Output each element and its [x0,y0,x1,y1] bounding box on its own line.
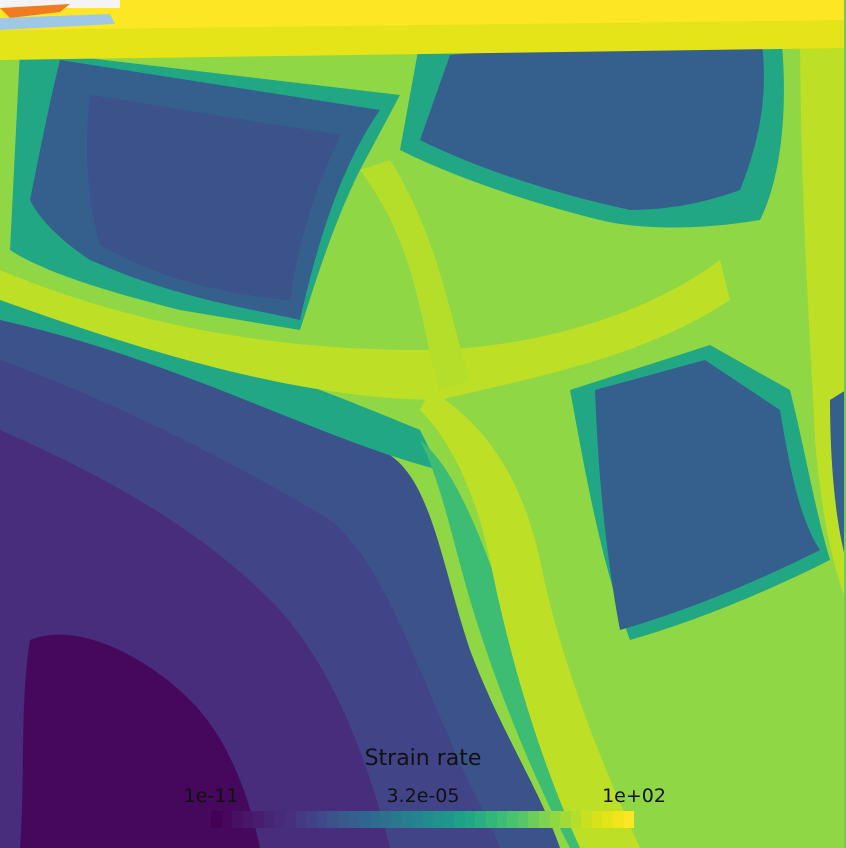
colorbar-swatch [623,811,635,828]
colorbar-swatch [401,811,412,828]
corner-artifact-orange [0,4,70,18]
colorbar-swatch [464,811,476,828]
top-edge-lower-transition [0,20,846,60]
colorbar-swatch [327,811,338,828]
right-edge-line [844,0,846,848]
colorbar-swatch [411,811,423,828]
colorbar-swatch [242,811,254,828]
colorbar-swatch [581,811,592,828]
colorbar-tick-label-max: 1e+02 [602,785,666,807]
colorbar-swatch [591,811,603,828]
colorbar-swatch [306,811,317,828]
colorbar [211,811,635,828]
colorbar-swatch [380,811,391,828]
right-edge-cell [830,390,846,560]
colorbar-swatch [538,811,550,828]
colorbar-swatch [211,811,222,828]
colorbar-swatch [337,811,349,828]
colorbar-swatch [570,811,582,828]
colorbar-swatch [517,811,529,828]
colorbar-swatch [316,811,328,828]
colorbar-swatch [602,811,613,828]
colorbar-title: Strain rate [364,746,482,771]
shear-band-diagonal [360,160,470,390]
colorbar-swatch [433,811,444,828]
colorbar-swatch [221,811,233,828]
colorbar-swatch [560,811,571,828]
colorbar-swatch [475,811,487,828]
colorbar-swatch [390,811,402,828]
colorbar-swatch [274,811,286,828]
shear-band-curved [420,390,640,848]
corner-artifact-white [0,0,120,8]
cell-upper-left-core [87,95,341,300]
colorbar-swatch [348,811,360,828]
colorbar-swatch [528,811,539,828]
colorbar-swatch [549,811,561,828]
colorbar-swatch [369,811,381,828]
colorbar-tick-label-mid: 3.2e-05 [386,785,460,807]
shear-band-horizontal [0,260,730,400]
colorbar-swatch [232,811,243,828]
colorbar-swatch [486,811,497,828]
colorbar-swatch [612,811,624,828]
corner-artifact-blue [0,14,115,30]
colorbar-swatch [496,811,508,828]
colorbar-swatch [443,811,455,828]
colorbar-swatch [454,811,465,828]
colorbar-swatch [507,811,518,828]
colorbar-swatch [253,811,264,828]
cell-upper-right [420,30,764,210]
colorbar-swatch [263,811,275,828]
colorbar-swatch [359,811,370,828]
colorbar-swatch [285,811,296,828]
cell-lower-right [595,360,820,630]
colorbar-tick-label-min: 1e-11 [183,785,239,807]
band-halo-lower [420,440,620,848]
colorbar-swatch [295,811,307,828]
colorbar-swatch [422,811,434,828]
lowest-strain-patch [20,634,260,848]
